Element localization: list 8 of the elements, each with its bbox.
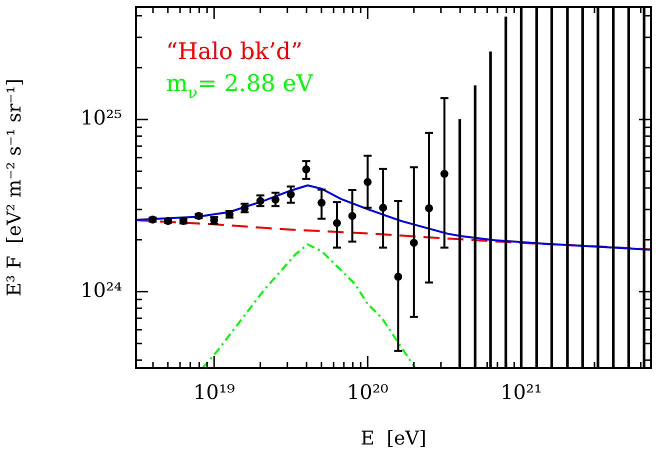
x-tick-label: 10²¹: [500, 380, 542, 404]
x-tick-label: 10²⁰: [346, 380, 388, 404]
x-tick-label: 10¹⁹: [193, 380, 235, 404]
y-axis-title: E³ F [eV² m⁻² s⁻¹ sr⁻¹]: [3, 78, 26, 296]
y-tick-label: 10²⁵: [80, 106, 122, 130]
text: “Halo bk’d”: [166, 39, 302, 65]
x-axis-title: E [eV]: [360, 428, 426, 450]
y-tick-label: 10²⁴: [80, 278, 122, 302]
